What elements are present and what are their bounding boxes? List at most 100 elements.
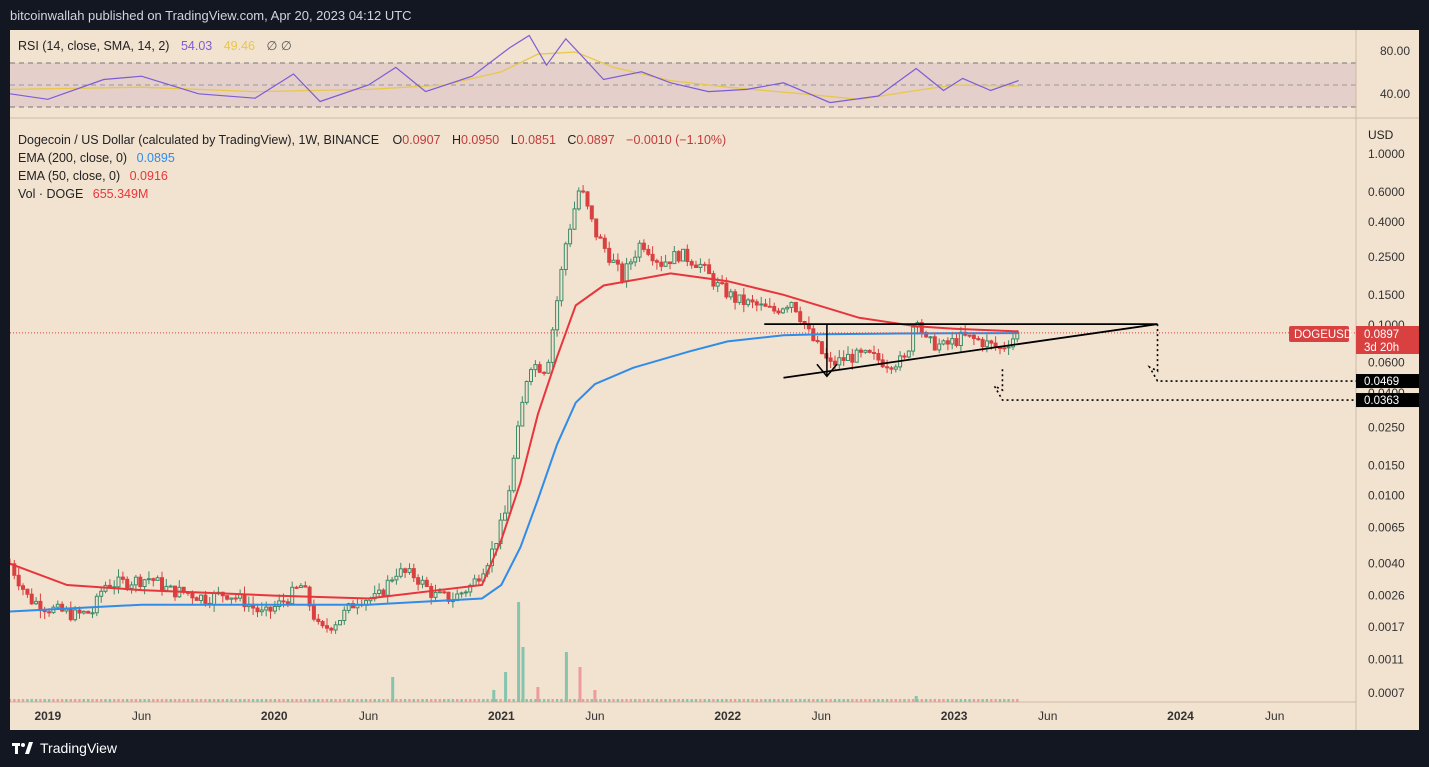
- footer-brand[interactable]: TradingView: [12, 740, 117, 756]
- volume-bar: [182, 699, 185, 702]
- ohlc-close-key: C: [567, 133, 576, 147]
- volume-bar: [495, 699, 498, 702]
- candle-body: [793, 301, 798, 313]
- target-label-2-bg: [1356, 393, 1419, 408]
- volume-bar: [121, 699, 125, 702]
- footer-brand-label: TradingView: [40, 740, 118, 756]
- candle-body: [12, 563, 17, 576]
- volume-bar: [586, 699, 589, 702]
- candle-body: [233, 597, 238, 600]
- price-tag-value: 0.0897: [1364, 329, 1399, 341]
- volume-bar: [403, 699, 407, 702]
- volume-bar: [47, 699, 51, 702]
- volume-bar: [625, 699, 628, 702]
- price-axis: 1.00000.60000.40000.25000.15000.10000.06…: [1368, 147, 1405, 700]
- candle-body: [668, 261, 672, 264]
- volume-bar: [212, 699, 216, 702]
- candle-body: [25, 588, 30, 595]
- volume-bar: [234, 699, 237, 702]
- pattern-height-arrow: [816, 363, 838, 378]
- candle-body: [885, 366, 890, 369]
- volume-spike: [914, 696, 918, 702]
- chart-frame: 1.0000 0.6000 0.4000 0.2500 0.1500 0.1000 0.06…: [8, 30, 1419, 730]
- volume-bar: [972, 699, 976, 702]
- volume-bar: [590, 699, 593, 702]
- rsi-legend-sma: 49.46: [224, 39, 255, 53]
- volume-bar: [629, 699, 633, 702]
- ohlc-low-key: L: [511, 133, 518, 147]
- candle-body: [854, 349, 859, 363]
- candle-body: [828, 357, 833, 362]
- candle-body: [876, 353, 881, 361]
- candle-body: [550, 329, 555, 363]
- volume-bar: [742, 699, 745, 702]
- candle-body: [194, 597, 199, 601]
- candle-body: [463, 591, 468, 594]
- candle-body: [403, 568, 408, 573]
- symbol-tag: DOGEUSD: [1294, 329, 1352, 341]
- volume-legend-value: 655.349M: [93, 187, 149, 201]
- volume-bar: [642, 699, 646, 702]
- volume-bar: [317, 699, 320, 702]
- candle-body: [863, 349, 868, 353]
- volume-bar: [325, 699, 329, 702]
- volume-bar: [838, 699, 841, 702]
- volume-bar: [321, 699, 324, 702]
- volume-bar: [1011, 699, 1015, 702]
- volume-bar: [851, 699, 854, 702]
- volume-bar: [438, 699, 442, 702]
- volume-bar: [512, 699, 515, 702]
- candle-body: [872, 352, 876, 354]
- volume-bar: [364, 699, 368, 702]
- volume-bar: [230, 699, 233, 702]
- candle-body: [572, 208, 577, 230]
- volume-bar: [78, 699, 81, 702]
- candle-body: [941, 340, 946, 345]
- volume-bar: [73, 699, 77, 702]
- volume-bar: [1003, 699, 1006, 702]
- candle-body: [529, 369, 533, 383]
- price-candles: [8, 185, 1020, 634]
- volume-bar: [60, 699, 64, 702]
- candle-body: [68, 608, 73, 621]
- volume-bar: [825, 699, 828, 702]
- volume-bar: [30, 699, 33, 702]
- candle-body: [272, 606, 277, 612]
- candle-body: [1002, 347, 1007, 350]
- volume-bar: [616, 699, 620, 702]
- candle-body: [390, 579, 395, 582]
- candle-body: [598, 236, 603, 239]
- volume-bar: [777, 699, 780, 702]
- candle-body: [142, 579, 147, 588]
- price-tick-label: 0.0600: [1368, 356, 1405, 370]
- volume-bar: [755, 699, 758, 702]
- candle-body: [850, 353, 855, 363]
- volume-bar: [829, 699, 832, 702]
- candle-body: [980, 339, 985, 348]
- candle-body: [641, 242, 646, 250]
- time-tick-label: Jun: [585, 709, 604, 723]
- candle-body: [846, 353, 850, 361]
- candle-body: [503, 512, 507, 521]
- volume-bar: [412, 699, 415, 702]
- volume-bar: [773, 699, 776, 702]
- volume-bar: [924, 699, 928, 702]
- volume-bar: [716, 699, 719, 702]
- volume-bar: [304, 699, 307, 702]
- candle-body: [976, 338, 981, 341]
- candle-body: [303, 585, 308, 588]
- candle-body: [602, 237, 607, 249]
- volume-legend: Vol · DOGE 655.349M: [18, 187, 148, 201]
- candle-body: [120, 576, 125, 580]
- candle-body: [589, 205, 594, 220]
- candle-body: [125, 578, 130, 589]
- volume-bar: [699, 699, 702, 702]
- volume-bar: [351, 699, 355, 702]
- target-label-1: 0.0469: [1356, 374, 1419, 389]
- chart-svg[interactable]: 1.00000.60000.40000.25000.15000.10000.06…: [8, 30, 1419, 730]
- candle-body: [29, 593, 34, 605]
- candle-body: [81, 610, 86, 614]
- volume-bar: [542, 699, 546, 702]
- candle-body: [568, 228, 573, 245]
- triangle-pattern: [764, 323, 1356, 401]
